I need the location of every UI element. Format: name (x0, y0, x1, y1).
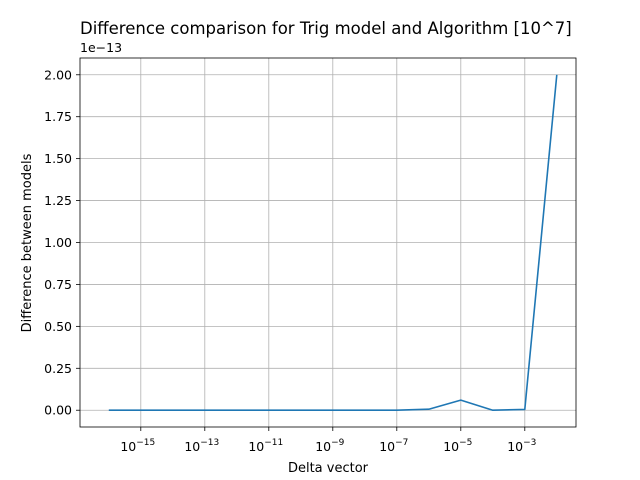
y-tick-label: 0.25 (44, 361, 72, 376)
x-tick-label: 10−13 (184, 438, 219, 454)
x-tick-label: 10−11 (248, 438, 283, 454)
y-tick-label: 1.75 (44, 109, 72, 124)
x-tick-label: 10−7 (379, 438, 408, 454)
chart-title: Difference comparison for Trig model and… (80, 19, 572, 38)
x-tick-label: 10−9 (315, 438, 344, 454)
x-tick-label: 10−5 (443, 438, 472, 454)
x-tick-label: 10−3 (507, 438, 536, 454)
x-axis-label: Delta vector (288, 461, 369, 476)
x-axis: 10−15 10−13 10−11 10−9 10−7 10−5 10−3 (120, 427, 536, 454)
y-tick-label: 0.00 (44, 403, 72, 418)
y-tick-label: 1.50 (44, 151, 72, 166)
y-tick-label: 1.00 (44, 235, 72, 250)
series-line (108, 74, 558, 412)
y-offset-label: 1e−13 (80, 40, 122, 55)
x-tick-label: 10−15 (120, 438, 155, 454)
series-layer (108, 74, 558, 412)
y-tick-label: 1.25 (44, 193, 72, 208)
y-tick-label: 0.50 (44, 319, 72, 334)
grid (80, 58, 576, 427)
y-tick-label: 0.75 (44, 277, 72, 292)
y-tick-label: 2.00 (44, 67, 72, 82)
y-axis: 0.00 0.25 0.50 0.75 1.00 1.25 1.50 1.75 2.00 (44, 67, 80, 418)
y-axis-label: Difference between models (20, 153, 35, 332)
